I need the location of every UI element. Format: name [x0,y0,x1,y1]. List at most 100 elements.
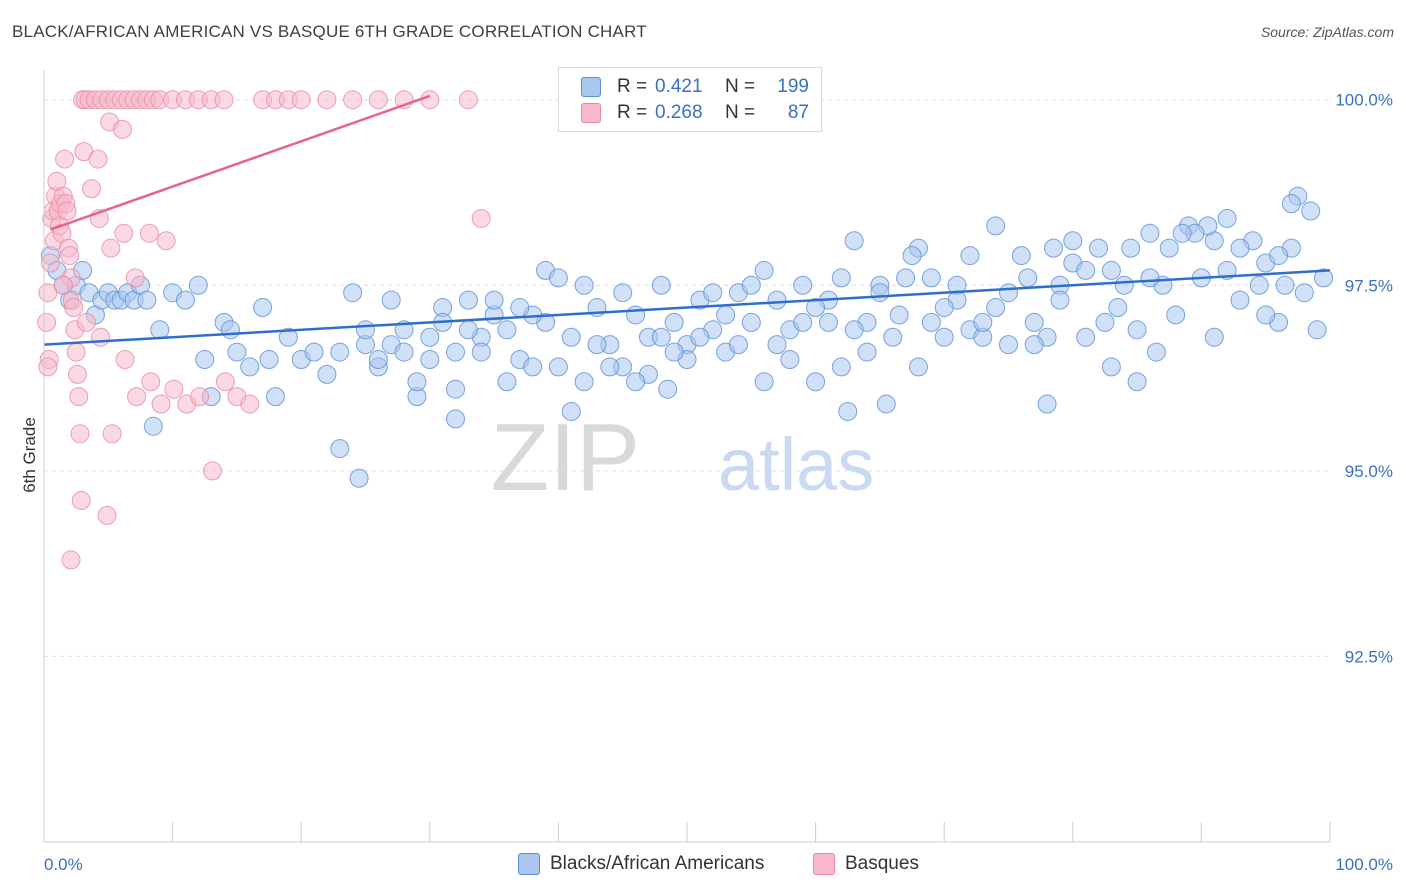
pink-point [70,424,90,444]
pink-point [215,372,235,392]
legend-r-value: 0.421 [655,76,703,97]
blue-point [1076,260,1096,280]
blue-point [420,350,440,369]
blue-point [664,312,684,332]
blue-point [793,312,813,332]
blue-point [420,327,440,347]
blue-point [356,320,375,340]
blue-point [1230,238,1250,258]
pink-point [139,223,159,243]
blue-point [394,342,414,362]
blue-point [889,305,909,325]
pink-point [66,342,86,362]
blue-point [278,327,298,347]
blue-point [1050,290,1070,310]
pink-point [291,90,311,110]
pink-point [37,312,57,332]
blue-point [471,342,491,362]
blue-point [1101,357,1121,377]
blue-point [658,379,678,399]
blue-point [343,283,363,303]
blue-point [780,350,800,369]
blue-point [446,379,466,399]
blue-point [1307,320,1327,340]
bottom-legend-pink: Basques [813,852,919,876]
chart-source: Source: ZipAtlas.com [1260,24,1394,40]
y-tick-label: 100.0% [1335,91,1393,110]
blue-point [1204,327,1224,347]
blue-trend-line [43,269,1331,346]
blue-point [883,327,903,347]
pink-point [57,201,77,221]
blue-point [1172,223,1192,243]
legend-n-value: 87 [787,102,809,123]
blue-point [1281,194,1301,214]
pink-point [101,238,121,258]
blue-point [137,290,157,310]
legend-n-label: N = [725,102,756,123]
bottom-legend-label-pink: Basques [845,853,919,874]
blue-point [651,327,671,347]
pink-point [112,119,132,139]
blue-point [561,327,581,347]
blue-point [613,283,633,303]
blue-point [1024,312,1044,332]
blue-point [1269,246,1289,266]
y-axis-title: 6th Grade [20,417,39,493]
axis-layer: 92.5% 95.0% 97.5% 100.0% 0.0% 100.0% [43,70,1393,874]
y-tick-label: 97.5% [1345,276,1393,295]
legend-r-label: R = [617,76,648,97]
blue-point [253,298,273,318]
legend-swatch-blue [581,77,601,97]
trend-layer [43,94,1331,346]
pink-point [55,149,75,169]
pink-point [88,149,108,169]
blue-point [330,342,350,362]
blue-point [330,439,350,459]
blue-point [999,335,1018,355]
blue-point [188,275,208,295]
blue-point [484,290,504,310]
blue-point [317,364,337,384]
blue-point [934,327,954,347]
blue-point [1127,372,1147,392]
blue-point [548,357,568,377]
blue-point [446,409,466,429]
blue-point [703,283,723,303]
pink-point [67,364,87,384]
pink-point [102,424,122,444]
blue-point [1121,238,1141,258]
blue-point [921,268,941,288]
watermark-atlas: atlas [718,423,874,506]
blue-point [1114,275,1134,295]
blue-point [1063,231,1083,251]
blue-point [806,372,826,392]
blue-point [1076,327,1096,347]
legend-r-value: 0.268 [655,102,703,123]
pink-point [60,246,80,266]
blue-point [304,342,324,362]
blue-point [857,342,877,362]
blue-point [1146,342,1166,362]
blue-point [986,298,1006,318]
blue-point [1256,305,1276,325]
pink-point [64,298,84,318]
y-tick-label: 92.5% [1345,647,1393,666]
blue-point [1044,238,1064,258]
blue-point [1140,223,1160,243]
blue-point [143,416,163,436]
blue-point [831,357,851,377]
pink-point [69,387,89,407]
pink-point [38,357,58,377]
blue-point [240,357,260,377]
blue-point [754,372,774,392]
pink-point [156,231,176,251]
bottom-legend-swatch-blue [518,853,540,875]
pink-point [214,90,234,110]
blue-point [664,342,684,362]
points-layer [37,90,1334,570]
blue-point [870,283,890,303]
pink-point [190,387,210,407]
blue-point [1294,283,1314,303]
